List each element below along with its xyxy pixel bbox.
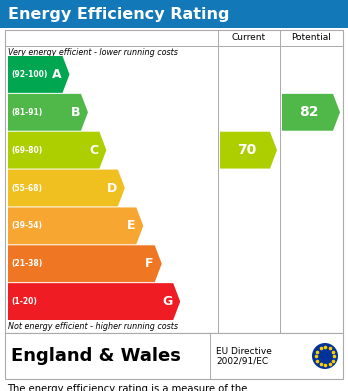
Text: A: A [52,68,62,81]
Text: B: B [70,106,80,119]
Polygon shape [8,94,88,131]
Text: 82: 82 [299,105,319,119]
Polygon shape [8,283,180,320]
Text: Current: Current [232,34,266,43]
Text: 2002/91/EC: 2002/91/EC [216,357,268,366]
Text: C: C [89,143,98,157]
Text: E: E [127,219,135,232]
Text: F: F [145,257,154,270]
Polygon shape [8,132,106,169]
Bar [0,0,348,28]
Text: (21-38): (21-38) [11,259,42,268]
Circle shape [312,343,338,369]
Polygon shape [8,170,125,206]
Text: England & Wales: England & Wales [11,347,181,365]
Text: (92-100): (92-100) [11,70,47,79]
Text: Not energy efficient - higher running costs: Not energy efficient - higher running co… [8,322,178,331]
Polygon shape [220,132,277,169]
Polygon shape [8,208,143,244]
Text: The energy efficiency rating is a measure of the: The energy efficiency rating is a measur… [7,384,247,391]
Bar [5,30,343,333]
Text: Very energy efficient - lower running costs: Very energy efficient - lower running co… [8,48,178,57]
Polygon shape [8,245,162,282]
Polygon shape [8,56,70,93]
Bar [5,333,343,379]
Text: Potential: Potential [292,34,331,43]
Text: 70: 70 [237,143,256,157]
Text: EU Directive: EU Directive [216,346,272,355]
Text: (69-80): (69-80) [11,145,42,155]
Text: D: D [106,181,117,194]
Text: (55-68): (55-68) [11,183,42,192]
Text: (1-20): (1-20) [11,297,37,306]
Text: G: G [162,295,172,308]
Text: Energy Efficiency Rating: Energy Efficiency Rating [8,7,229,22]
Polygon shape [282,94,340,131]
Text: (39-54): (39-54) [11,221,42,230]
Text: (81-91): (81-91) [11,108,42,117]
